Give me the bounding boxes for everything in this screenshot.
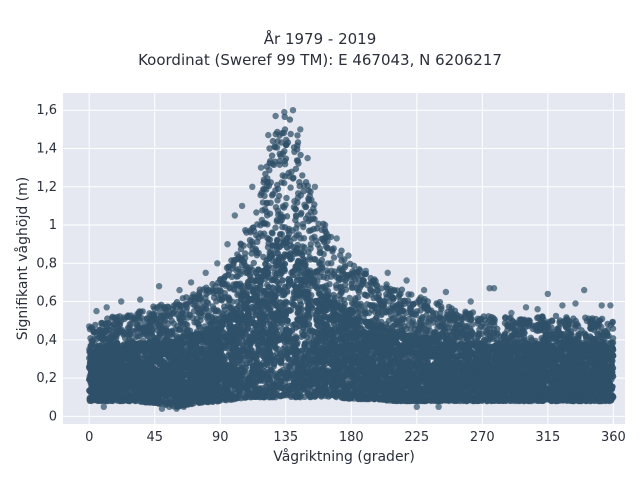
data-point xyxy=(598,315,606,322)
data-point xyxy=(469,321,476,328)
data-point xyxy=(277,213,285,221)
data-point xyxy=(273,218,281,225)
data-points xyxy=(86,107,617,412)
data-point xyxy=(354,294,362,301)
data-point xyxy=(281,343,288,351)
data-point xyxy=(475,332,482,340)
data-point xyxy=(292,212,300,219)
data-point xyxy=(368,291,375,298)
data-point xyxy=(307,227,315,234)
data-point xyxy=(501,320,509,327)
data-point xyxy=(258,216,266,224)
data-point xyxy=(273,144,281,151)
data-point xyxy=(419,313,426,321)
data-point xyxy=(587,334,594,341)
data-point xyxy=(103,327,110,334)
data-point xyxy=(383,281,390,288)
data-point xyxy=(408,291,415,298)
data-point xyxy=(266,145,273,152)
data-point xyxy=(234,273,241,280)
data-point xyxy=(242,250,249,257)
data-point xyxy=(525,322,532,330)
data-point xyxy=(434,301,442,308)
data-point xyxy=(127,321,135,328)
data-point xyxy=(283,194,290,202)
data-point xyxy=(281,161,289,168)
data-point xyxy=(253,209,260,216)
data-point xyxy=(212,307,219,315)
data-point xyxy=(299,243,306,250)
data-point xyxy=(119,329,127,337)
data-point xyxy=(504,327,511,334)
data-point xyxy=(297,151,304,159)
data-point xyxy=(408,306,415,313)
data-point xyxy=(582,314,589,321)
data-point xyxy=(268,152,276,159)
data-point xyxy=(354,281,362,288)
chart-subtitle: Koordinat (Sweref 99 TM): E 467043, N 62… xyxy=(138,51,502,69)
data-point xyxy=(287,130,294,138)
data-point xyxy=(234,251,241,258)
data-point xyxy=(283,141,290,148)
data-point xyxy=(378,285,385,292)
data-point xyxy=(237,241,245,248)
data-point xyxy=(283,136,290,143)
data-point xyxy=(316,245,323,252)
data-point xyxy=(287,184,294,191)
data-point xyxy=(275,192,283,200)
data-point xyxy=(324,245,331,252)
data-point xyxy=(323,282,330,289)
data-point xyxy=(373,287,380,294)
data-point xyxy=(350,262,358,269)
data-point xyxy=(225,263,232,271)
data-point xyxy=(338,247,345,254)
data-point xyxy=(398,286,406,293)
data-point xyxy=(237,245,245,253)
data-point xyxy=(179,295,186,302)
data-point xyxy=(582,332,589,339)
data-point xyxy=(274,138,281,145)
data-point xyxy=(253,249,260,256)
data-point xyxy=(204,313,212,320)
data-point xyxy=(330,254,338,261)
data-point xyxy=(269,137,277,145)
data-point xyxy=(320,273,328,281)
data-point xyxy=(363,301,371,308)
data-point xyxy=(250,259,257,267)
data-point xyxy=(400,314,407,321)
data-point xyxy=(266,167,273,174)
data-point xyxy=(243,229,250,236)
data-point xyxy=(341,256,348,263)
data-point xyxy=(230,256,238,264)
data-point xyxy=(312,256,319,263)
data-point xyxy=(444,308,451,316)
data-point xyxy=(342,281,349,288)
data-point xyxy=(297,192,304,199)
data-point xyxy=(281,173,288,180)
data-point xyxy=(445,303,453,311)
data-point xyxy=(274,185,282,192)
data-point xyxy=(259,199,267,206)
data-point xyxy=(276,161,283,168)
data-point xyxy=(311,201,318,208)
data-point xyxy=(299,172,306,179)
data-point xyxy=(552,312,560,320)
data-point xyxy=(259,232,266,239)
data-point xyxy=(294,132,301,139)
data-point xyxy=(373,314,380,321)
data-point xyxy=(328,260,335,267)
data-point xyxy=(292,205,299,213)
data-point xyxy=(348,299,356,307)
chart-title: År 1979 - 2019 xyxy=(263,30,377,48)
data-point xyxy=(272,224,279,231)
data-point xyxy=(269,230,276,237)
data-point xyxy=(186,312,193,319)
data-point xyxy=(323,267,330,274)
data-point xyxy=(234,298,241,306)
data-point xyxy=(346,294,353,302)
